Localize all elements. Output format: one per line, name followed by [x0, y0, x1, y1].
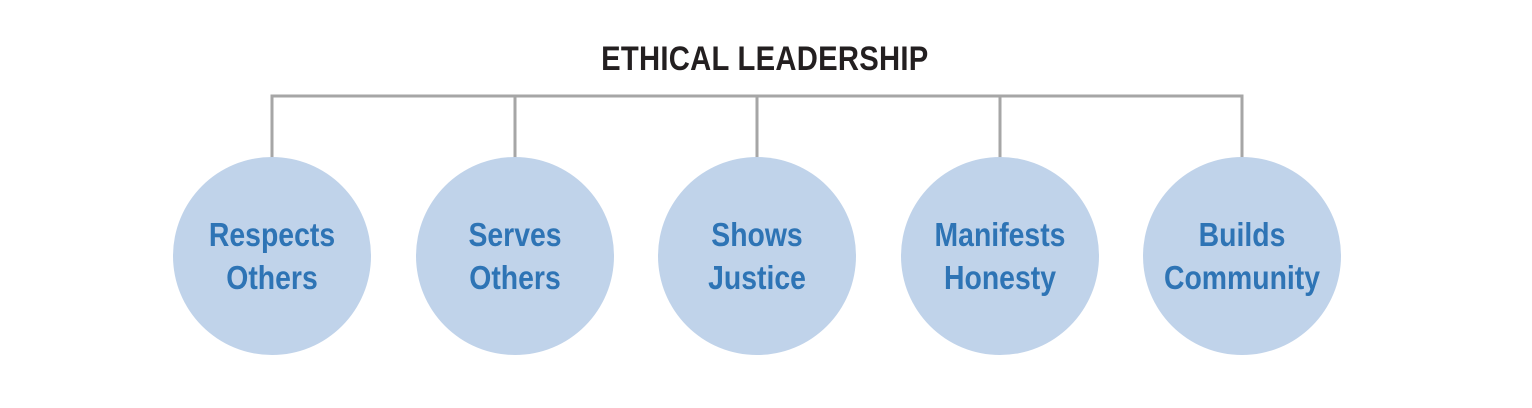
circle-manifests-honesty: Manifests Honesty — [901, 157, 1099, 355]
circle-label-line-2: Others — [469, 259, 561, 296]
circle-label-line-1: Shows — [711, 216, 803, 253]
circle-label: Manifests Honesty — [918, 213, 1081, 299]
circle-serves-others: Serves Others — [416, 157, 614, 355]
circle-builds-community: Builds Community — [1143, 157, 1341, 355]
circle-label-line-1: Respects — [208, 216, 336, 253]
circle-label: Serves Others — [433, 213, 596, 299]
diagram-title: ETHICAL LEADERSHIP — [601, 40, 929, 78]
circle-label-line-1: Manifests — [934, 216, 1066, 253]
circle-label-line-2: Others — [226, 259, 318, 296]
circle-respects-others: Respects Others — [173, 157, 371, 355]
circle-label-line-1: Builds — [1198, 216, 1286, 253]
circle-label-line-2: Honesty — [944, 259, 1056, 296]
circle-label-line-2: Justice — [708, 259, 806, 296]
circle-label: Shows Justice — [675, 213, 838, 299]
circle-label-line-1: Serves — [468, 216, 562, 253]
circle-label: Respects Others — [190, 213, 353, 299]
circle-shows-justice: Shows Justice — [658, 157, 856, 355]
circle-label-line-2: Community — [1163, 259, 1321, 296]
circle-label: Builds Community — [1160, 213, 1323, 299]
